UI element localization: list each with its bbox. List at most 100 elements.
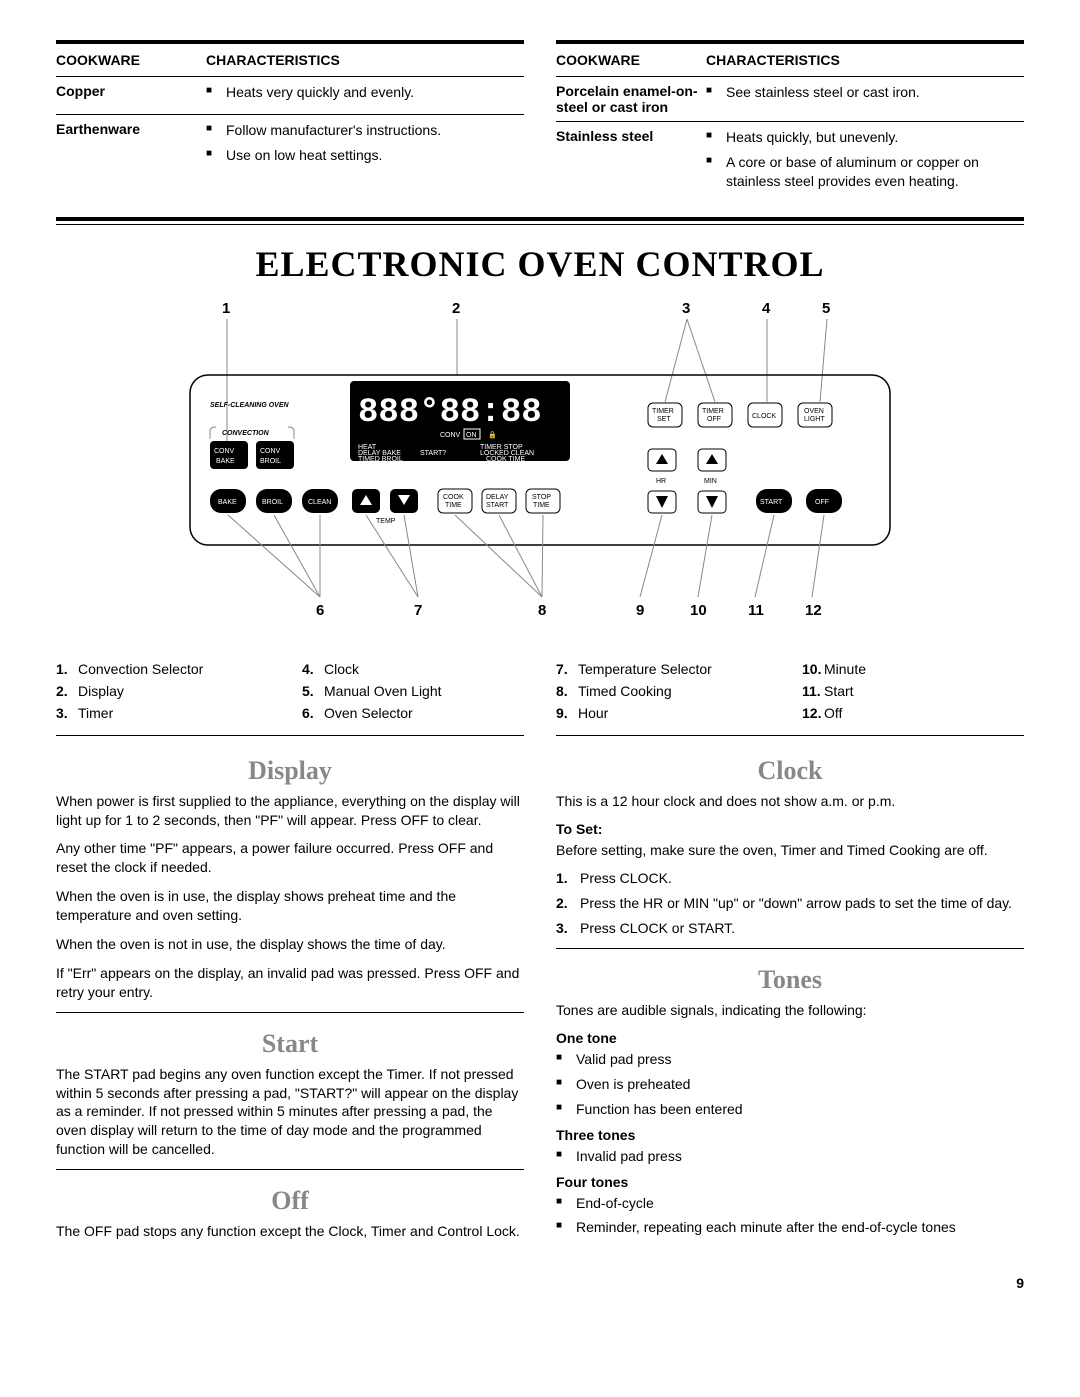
cookware-name: Stainless steel: [556, 128, 706, 197]
legend-item: 9.Hour: [556, 705, 778, 721]
svg-text:BROIL: BROIL: [260, 458, 281, 465]
clock-step: Press CLOCK.: [556, 869, 1024, 888]
legend: 1.Convection Selector2.Display3.Timer 4.…: [56, 651, 1024, 736]
clock-heading: Clock: [556, 756, 1024, 786]
cookware-row: Porcelain enamel-on-steel or cast ironSe…: [556, 77, 1024, 122]
display-paragraph: Any other time "PF" appears, a power fai…: [56, 839, 524, 877]
display-paragraph: When the oven is not in use, the display…: [56, 935, 524, 954]
cookware-table-left: COOKWARE CHARACTERISTICS CopperHeats ver…: [56, 40, 524, 203]
svg-text:TIME: TIME: [445, 502, 462, 509]
legend-item: 2.Display: [56, 683, 278, 699]
legend-item: 7.Temperature Selector: [556, 661, 778, 677]
start-text: The START pad begins any oven function e…: [56, 1065, 524, 1159]
four-tones-label: Four tones: [556, 1174, 1024, 1190]
one-tone-list: Valid pad pressOven is preheatedFunction…: [556, 1050, 1024, 1119]
clock-before: Before setting, make sure the oven, Time…: [556, 841, 1024, 860]
characteristic-item: Use on low heat settings.: [206, 146, 524, 165]
svg-text:TIMER: TIMER: [702, 408, 724, 415]
legend-item: 1.Convection Selector: [56, 661, 278, 677]
legend-item: 10.Minute: [802, 661, 1024, 677]
cookware-row: EarthenwareFollow manufacturer's instruc…: [56, 115, 524, 177]
four-tones-list: End-of-cycleReminder, repeating each min…: [556, 1194, 1024, 1238]
tones-intro: Tones are audible signals, indicating th…: [556, 1001, 1024, 1020]
display-heading: Display: [56, 756, 524, 786]
svg-text:TIMER: TIMER: [652, 408, 674, 415]
svg-text:BAKE: BAKE: [216, 458, 235, 465]
callout-10: 10: [690, 602, 707, 619]
legend-item: 12.Off: [802, 705, 1024, 721]
characteristic-item: Heats quickly, but unevenly.: [706, 128, 1024, 147]
svg-text:CLEAN: CLEAN: [308, 499, 331, 506]
characteristic-item: See stainless steel or cast iron.: [706, 83, 1024, 102]
three-tones-label: Three tones: [556, 1127, 1024, 1143]
svg-text:CONV: CONV: [440, 432, 461, 439]
convection-label: CONVECTION: [222, 430, 270, 437]
svg-text:CONV: CONV: [214, 448, 235, 455]
clock-intro: This is a 12 hour clock and does not sho…: [556, 792, 1024, 811]
clock-step: Press the HR or MIN "up" or "down" arrow…: [556, 894, 1024, 913]
callout-5: 5: [822, 300, 830, 317]
legend-item: 5.Manual Oven Light: [302, 683, 524, 699]
svg-text:MIN: MIN: [704, 478, 717, 485]
callout-11: 11: [748, 602, 764, 619]
col-header-characteristics: CHARACTERISTICS: [206, 52, 524, 68]
svg-text:STOP: STOP: [532, 494, 551, 501]
tones-heading: Tones: [556, 965, 1024, 995]
off-text: The OFF pad stops any function except th…: [56, 1222, 524, 1241]
svg-text:TEMP: TEMP: [376, 518, 396, 525]
callout-7: 7: [414, 602, 422, 619]
characteristic-item: Heats very quickly and evenly.: [206, 83, 524, 102]
legend-item: 11.Start: [802, 683, 1024, 699]
svg-text:CONV: CONV: [260, 448, 281, 455]
svg-text:START: START: [760, 499, 783, 506]
off-heading: Off: [56, 1186, 524, 1216]
svg-text:COOK: COOK: [443, 494, 464, 501]
svg-text:ON: ON: [466, 432, 477, 439]
display-digits: 888°88:88: [358, 394, 542, 432]
legend-item: 6.Oven Selector: [302, 705, 524, 721]
clock-step: Press CLOCK or START.: [556, 919, 1024, 938]
control-panel-figure: 1 2 3 4 5 SELF-CLEANING OVEN CONVECTION …: [56, 297, 1024, 637]
characteristic-item: Follow manufacturer's instructions.: [206, 121, 524, 140]
svg-text:HR: HR: [656, 478, 666, 485]
cookware-row: CopperHeats very quickly and evenly.: [56, 77, 524, 115]
clock-steps: Press CLOCK. Press the HR or MIN "up" or …: [556, 869, 1024, 938]
svg-text:CLOCK: CLOCK: [752, 413, 776, 420]
callout-6: 6: [316, 602, 324, 619]
svg-text:BROIL: BROIL: [262, 499, 283, 506]
col-header-cookware: COOKWARE: [556, 52, 706, 68]
start-heading: Start: [56, 1029, 524, 1059]
svg-text:OFF: OFF: [815, 499, 829, 506]
svg-text:LIGHT: LIGHT: [804, 416, 825, 423]
section-title: ELECTRONIC OVEN CONTROL: [56, 243, 1024, 285]
callout-12: 12: [805, 602, 822, 619]
svg-text:OFF: OFF: [707, 416, 721, 423]
svg-text:OVEN: OVEN: [804, 408, 824, 415]
section-divider: [56, 217, 1024, 225]
legend-item: 8.Timed Cooking: [556, 683, 778, 699]
display-paragraph: When power is first supplied to the appl…: [56, 792, 524, 830]
tone-item: Invalid pad press: [556, 1147, 1024, 1166]
callout-8: 8: [538, 602, 546, 619]
tone-item: Oven is preheated: [556, 1075, 1024, 1094]
page-number: 9: [56, 1275, 1024, 1291]
callout-4: 4: [762, 300, 771, 317]
tone-item: Reminder, repeating each minute after th…: [556, 1218, 1024, 1237]
cookware-name: Copper: [56, 83, 206, 108]
svg-text:TIMED BROIL: TIMED BROIL: [358, 456, 403, 463]
self-cleaning-label: SELF-CLEANING OVEN: [210, 402, 290, 409]
cookware-table-right: COOKWARE CHARACTERISTICS Porcelain ename…: [556, 40, 1024, 203]
svg-text:START?: START?: [420, 450, 446, 457]
svg-text:🔒: 🔒: [488, 431, 497, 439]
cookware-row: Stainless steelHeats quickly, but uneven…: [556, 122, 1024, 203]
callout-3: 3: [682, 300, 690, 317]
callout-1: 1: [222, 300, 230, 317]
callout-9: 9: [636, 602, 644, 619]
one-tone-label: One tone: [556, 1030, 1024, 1046]
svg-text:BAKE: BAKE: [218, 499, 237, 506]
cookware-name: Earthenware: [56, 121, 206, 171]
display-paragraph: When the oven is in use, the display sho…: [56, 887, 524, 925]
display-paragraph: If "Err" appears on the display, an inva…: [56, 964, 524, 1002]
to-set-label: To Set:: [556, 821, 1024, 837]
body-sections: Display When power is first supplied to …: [56, 740, 1024, 1251]
